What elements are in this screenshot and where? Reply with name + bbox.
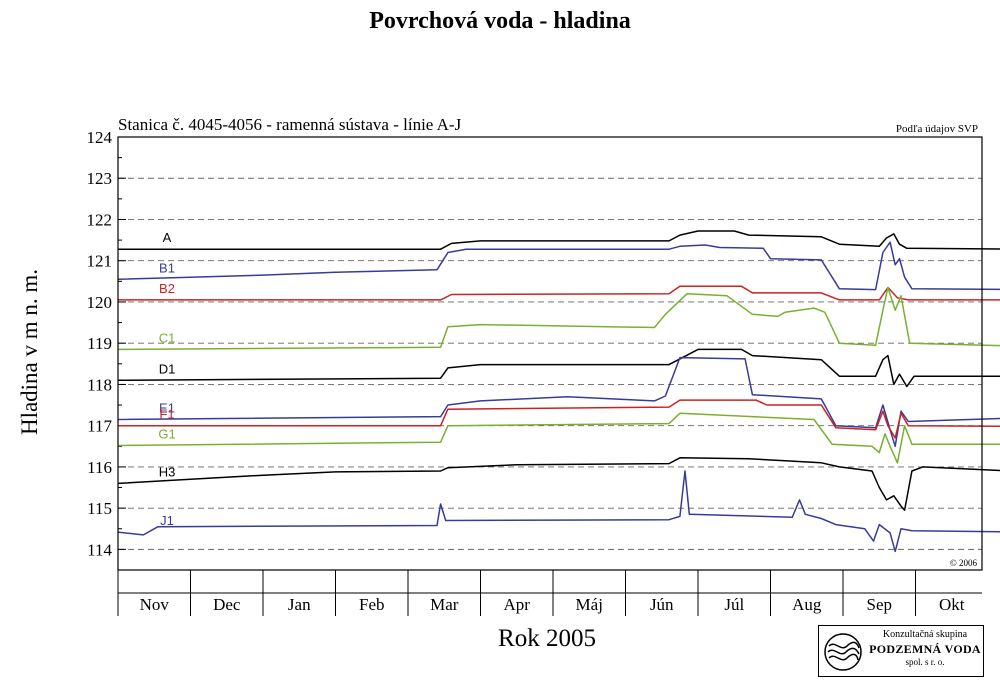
y-tick-label: 114 bbox=[87, 540, 112, 559]
x-tick-label: Dec bbox=[213, 595, 241, 614]
x-tick-label: Júl bbox=[724, 595, 744, 614]
series-line-e1 bbox=[117, 356, 1000, 448]
x-tick-label: Okt bbox=[939, 595, 965, 614]
y-tick-label: 124 bbox=[87, 128, 113, 147]
series-line-h3 bbox=[117, 457, 1000, 511]
wave-logo-icon bbox=[824, 633, 862, 671]
series-label-h3: H3 bbox=[159, 464, 176, 479]
x-tick-label: Apr bbox=[504, 595, 531, 614]
series-label-a: A bbox=[163, 230, 172, 245]
series-layer bbox=[117, 230, 1000, 553]
series-line-a bbox=[118, 230, 1000, 250]
logo-line2: PODZEMNÁ VODA bbox=[869, 641, 981, 656]
x-tick-label: Jan bbox=[288, 595, 311, 614]
axis-layer: 114 115 116 117 118 119 120 121 122 123 124 Nov Dec J… bbox=[87, 128, 982, 616]
y-tick-label: 121 bbox=[87, 252, 113, 271]
y-tick-label: 123 bbox=[87, 169, 113, 188]
y-tick-label: 118 bbox=[87, 375, 112, 394]
logo-line3: spol. s r. o. bbox=[905, 656, 945, 667]
x-tick-label: Nov bbox=[140, 595, 170, 614]
y-tick-label: 120 bbox=[87, 293, 113, 312]
x-tick-label: Jún bbox=[650, 595, 674, 614]
series-line-g1 bbox=[117, 412, 1000, 464]
plot-frame bbox=[117, 136, 983, 571]
x-tick-label: Mar bbox=[430, 595, 459, 614]
x-axis-label: Rok 2005 bbox=[498, 625, 596, 652]
series-label-j1: J1 bbox=[160, 513, 174, 528]
y-tick-label: 119 bbox=[87, 334, 112, 353]
grid-layer bbox=[118, 177, 982, 550]
series-label-g1: G1 bbox=[158, 426, 175, 441]
x-tick-label: Sep bbox=[867, 595, 893, 614]
series-label-e1: E1 bbox=[159, 400, 175, 415]
chart-subtitle: Stanica č. 4045-4056 - ramenná sústava -… bbox=[118, 115, 462, 134]
copyright-note: © 2006 bbox=[950, 558, 978, 568]
series-label-d1: D1 bbox=[159, 361, 176, 376]
series-label-c1: C1 bbox=[159, 330, 176, 345]
x-tick-label: Feb bbox=[359, 595, 385, 614]
series-label-b2: B2 bbox=[159, 281, 175, 296]
series-line-b1 bbox=[117, 241, 1000, 291]
y-tick-label: 115 bbox=[87, 499, 112, 518]
series-line-j1 bbox=[117, 470, 1000, 553]
source-note: Podľa údajov SVP bbox=[896, 123, 978, 135]
x-tick-label: Aug bbox=[792, 595, 822, 614]
company-logo: Konzultačná skupina PODZEMNÁ VODA spol. … bbox=[818, 625, 984, 677]
y-axis-label: Hladina v m n. m. bbox=[17, 269, 42, 435]
series-line-b2 bbox=[118, 285, 1000, 301]
series-label-f1: F1 bbox=[159, 407, 174, 422]
y-tick-label: 117 bbox=[87, 417, 112, 436]
y-tick-label: 122 bbox=[87, 210, 113, 229]
y-tick-label: 116 bbox=[87, 458, 112, 477]
series-line-f1 bbox=[118, 399, 1000, 439]
x-tick-label: Máj bbox=[576, 595, 603, 614]
series-line-c1 bbox=[117, 286, 1000, 351]
series-label-b1: B1 bbox=[159, 260, 175, 275]
logo-line1: Konzultačná skupina bbox=[882, 629, 968, 640]
main-title: Povrchová voda - hladina bbox=[369, 8, 631, 34]
series-line-d1 bbox=[117, 348, 1000, 388]
